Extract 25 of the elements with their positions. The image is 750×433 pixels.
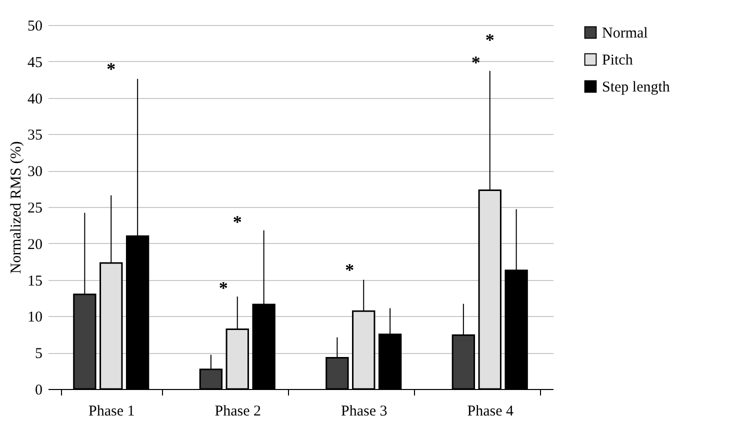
y-tick-label: 40 xyxy=(28,91,42,108)
y-tick-label: 0 xyxy=(35,382,42,398)
legend-label: Normal xyxy=(602,26,648,42)
y-tick-label: 15 xyxy=(28,273,42,290)
x-tick-label: Phase 2 xyxy=(214,404,261,420)
y-tick-label: 30 xyxy=(28,164,42,180)
annotation: * xyxy=(218,278,228,298)
x-tick-label: Phase 1 xyxy=(88,404,135,420)
legend-label: Step length xyxy=(602,80,670,96)
annotation: * xyxy=(106,59,116,80)
x-tick-label: Phase 4 xyxy=(467,404,514,420)
y-tick-label: 50 xyxy=(28,18,42,34)
y-tick-label: 45 xyxy=(28,54,42,71)
annotation: * xyxy=(485,30,494,50)
legend-label: Pitch xyxy=(602,52,634,68)
y-tick-label: 10 xyxy=(28,310,42,326)
y-tick-label: 20 xyxy=(28,236,42,253)
annotation: * xyxy=(345,260,354,280)
y-tick-label: 5 xyxy=(35,346,42,362)
y-tick-label: 25 xyxy=(28,200,42,216)
annotation: * xyxy=(232,212,242,232)
y-axis-title: Normalized RMS (%) xyxy=(8,141,24,274)
x-tick-label: Phase 3 xyxy=(341,404,388,420)
y-tick-label: 35 xyxy=(28,128,42,144)
annotation: * xyxy=(471,52,480,72)
